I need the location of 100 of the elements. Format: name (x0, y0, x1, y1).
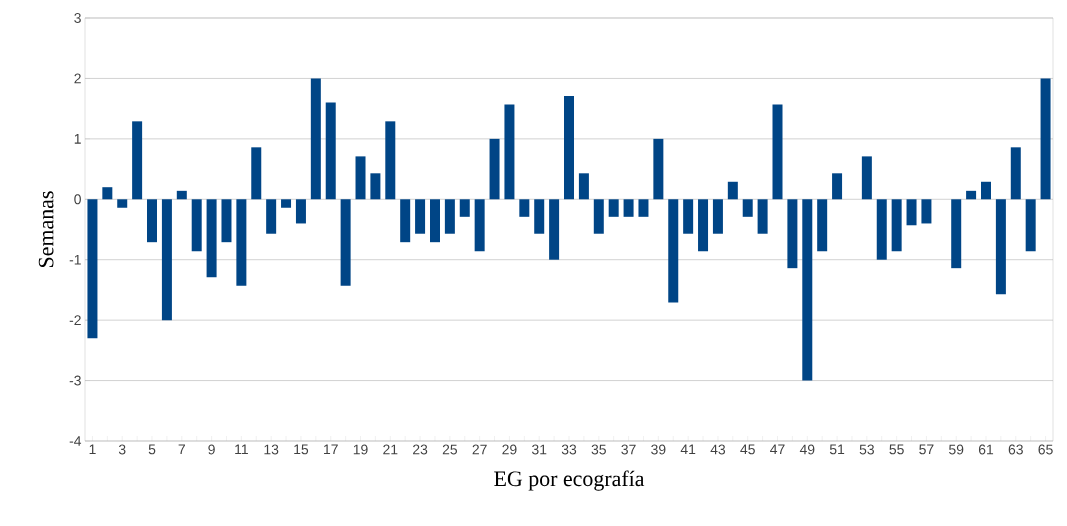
bar (876, 199, 887, 260)
bar (623, 199, 634, 217)
bar (980, 181, 991, 200)
bar (310, 78, 321, 200)
bar (861, 156, 872, 200)
y-tick-label: -2 (69, 315, 81, 326)
x-tick-label: 31 (531, 444, 547, 455)
bar (638, 199, 649, 217)
bar (817, 199, 828, 252)
bar (191, 199, 202, 252)
y-tick-label: 2 (74, 73, 81, 84)
bar (906, 199, 917, 226)
bar (593, 199, 604, 234)
x-tick-label: 49 (799, 444, 815, 455)
bar (698, 199, 709, 252)
x-tick-label: 55 (889, 444, 904, 455)
x-tick-label: 19 (353, 444, 368, 455)
bar (891, 199, 902, 252)
bar (474, 199, 485, 252)
x-tick-label: 51 (829, 444, 845, 455)
bar (459, 199, 470, 217)
x-tick-label: 45 (740, 444, 755, 455)
bar (653, 138, 664, 200)
y-tick-label: -3 (69, 375, 81, 386)
bar (683, 199, 694, 234)
x-tick-label: 35 (591, 444, 606, 455)
bar (727, 181, 738, 200)
y-tick-label: 0 (74, 194, 81, 205)
x-tick-label: 9 (208, 444, 215, 455)
bar (489, 138, 500, 200)
y-tick-label: 3 (74, 13, 81, 23)
x-tick-label: 21 (383, 444, 398, 455)
x-tick-label: 43 (710, 444, 726, 455)
bar (325, 102, 336, 200)
bar (176, 190, 187, 200)
bar (281, 199, 292, 208)
x-tick-label: 59 (949, 444, 964, 455)
bar (995, 199, 1006, 295)
bar (400, 199, 411, 243)
bar (564, 95, 574, 200)
y-tick-label: 1 (74, 134, 81, 144)
x-tick-label: 57 (919, 444, 934, 455)
bar (802, 199, 813, 381)
bar (772, 104, 783, 200)
bar (87, 199, 98, 339)
x-tick-label: 53 (859, 444, 874, 455)
y-tick-label: -4 (69, 436, 82, 446)
x-tick-label: 27 (472, 444, 487, 455)
x-tick-label: 5 (148, 444, 156, 455)
x-tick-label: 1 (89, 444, 96, 455)
x-tick-label: 13 (264, 444, 279, 455)
bar (787, 199, 798, 269)
bar (742, 199, 753, 217)
bar (1010, 147, 1021, 200)
bar (712, 199, 723, 234)
bar (266, 199, 277, 234)
x-tick-label: 47 (770, 444, 785, 455)
y-tick-label: -1 (69, 254, 81, 265)
bar (221, 199, 232, 243)
bar (549, 199, 560, 260)
bar (340, 199, 351, 286)
bar (504, 104, 515, 200)
bar (385, 121, 396, 200)
x-tick-label: 39 (651, 444, 666, 455)
bar (921, 199, 932, 224)
bar (1025, 199, 1036, 252)
x-axis-title: EG por ecografía (494, 470, 645, 491)
bar (444, 199, 455, 234)
x-tick-label: 37 (621, 444, 636, 455)
bar (415, 199, 426, 234)
bar (355, 156, 366, 200)
x-tick-label: 7 (178, 444, 185, 455)
x-tick-label: 3 (118, 444, 126, 455)
x-tick-label: 33 (561, 444, 577, 455)
bar (206, 199, 217, 278)
x-tick-label: 17 (324, 444, 338, 455)
bar (578, 173, 589, 200)
x-tick-label: 11 (235, 444, 248, 455)
bar (1040, 78, 1051, 200)
bar (132, 121, 143, 200)
x-tick-label: 65 (1038, 444, 1053, 455)
bar (117, 199, 128, 208)
y-axis-title: Semanas (38, 191, 54, 267)
bar (147, 199, 158, 243)
bar (251, 147, 262, 200)
x-tick-label: 23 (413, 444, 428, 455)
x-tick-label: 29 (502, 444, 517, 455)
bar (832, 173, 843, 200)
bar (668, 199, 679, 303)
bar (534, 199, 545, 234)
bar (966, 190, 977, 200)
bar (519, 199, 530, 217)
bar (295, 199, 306, 224)
bar (102, 187, 113, 200)
bar (161, 199, 172, 321)
x-tick-label: 15 (294, 444, 309, 455)
bar (236, 199, 247, 286)
bar (757, 199, 768, 234)
x-tick-label: 25 (442, 444, 458, 455)
x-tick-label: 63 (1008, 444, 1023, 455)
